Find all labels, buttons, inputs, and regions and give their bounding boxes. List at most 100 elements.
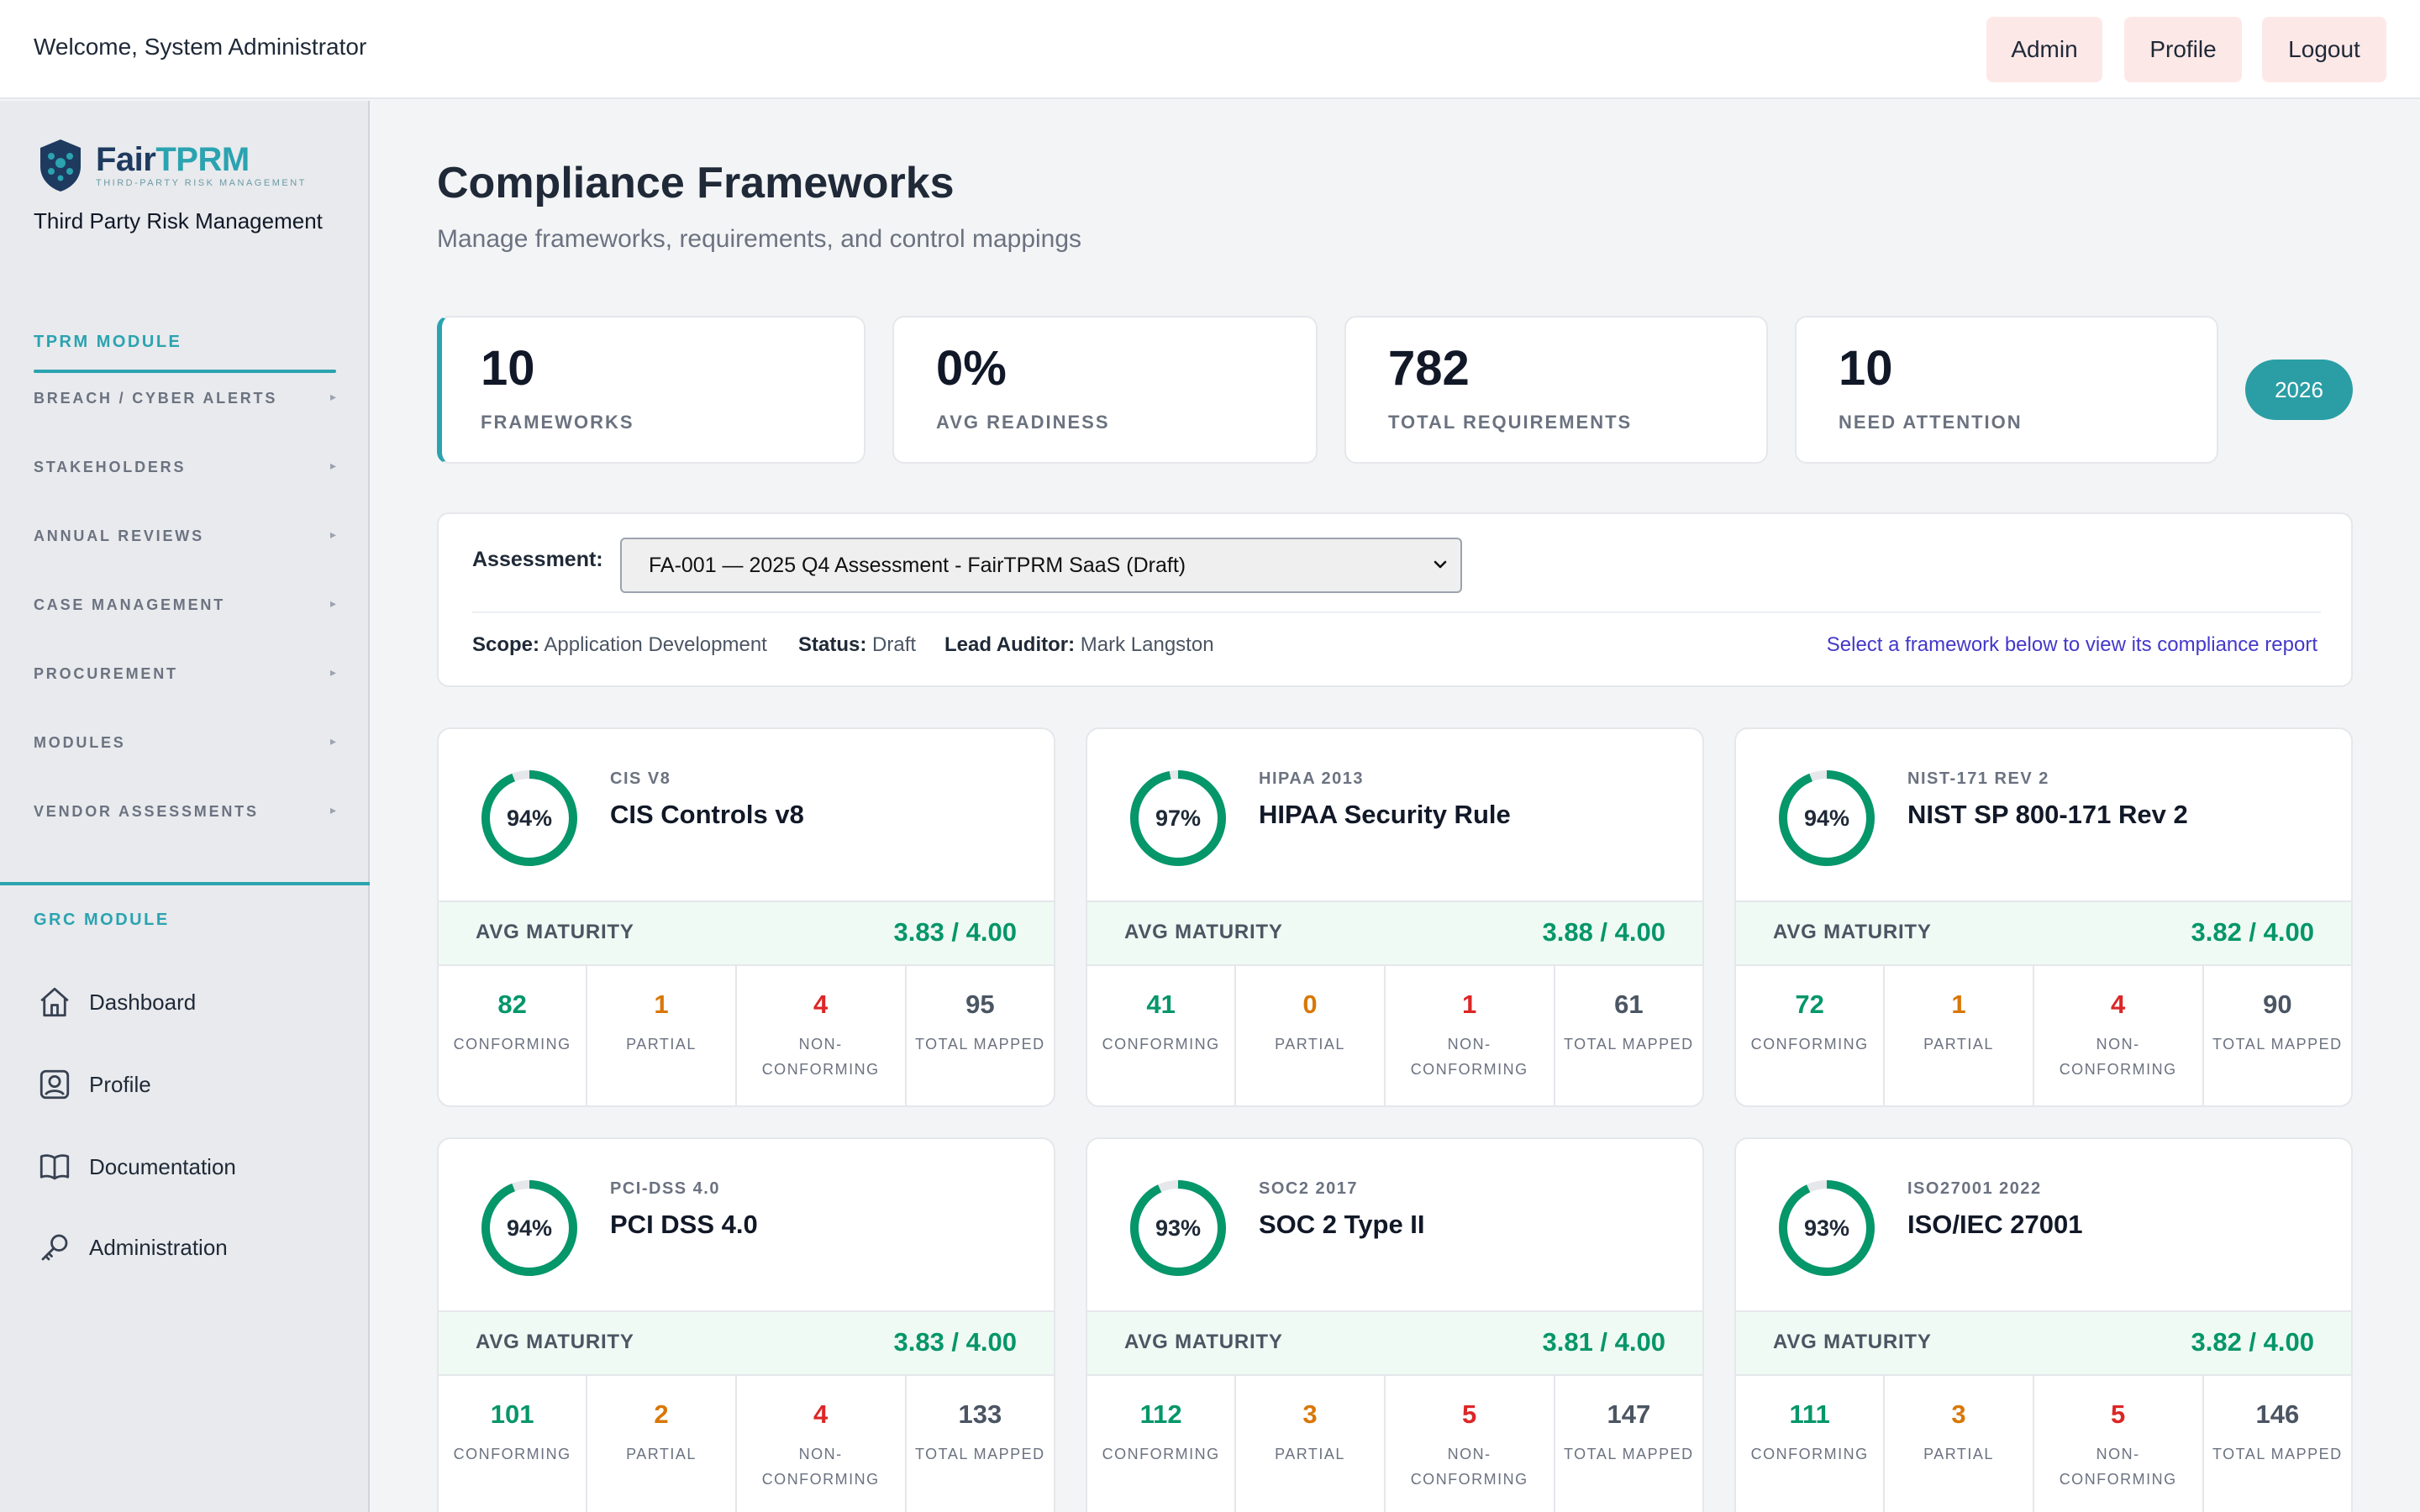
assessment-lead-auditor: Lead Auditor: Mark Langston [944, 633, 1214, 656]
stat-total-mapped: 133 TOTAL MAPPED [907, 1376, 1054, 1512]
total-mapped-count: 90 [2263, 990, 2292, 1019]
assessment-select[interactable]: FA-001 — 2025 Q4 Assessment - FairTPRM S… [620, 538, 1462, 593]
admin-button[interactable]: Admin [1986, 17, 2102, 82]
partial-count: 3 [1302, 1399, 1318, 1429]
key-icon [41, 1234, 68, 1261]
avg-maturity-row: AVG MATURITY 3.88 / 4.00 [1087, 900, 1702, 966]
partial-label: PARTIAL [1923, 1446, 1994, 1462]
stat-non-conforming: 5 NON-CONFORMING [2034, 1376, 2204, 1512]
framework-card-nist-800-171[interactable]: 94% NIST-171 REV 2 NIST SP 800-171 Rev 2… [1734, 727, 2353, 1107]
readiness-percent: 94% [506, 805, 553, 831]
readiness-ring [1779, 770, 1875, 866]
framework-card-cis-controls-v8[interactable]: 94% CIS V8 CIS Controls v8 AVG MATURITY … [437, 727, 1055, 1107]
stat-value: 782 [1388, 341, 1470, 396]
logout-button[interactable]: Logout [2262, 17, 2386, 82]
nav-procurement[interactable]: PROCUREMENT ▸ [34, 665, 336, 682]
stat-total-mapped: 90 TOTAL MAPPED [2204, 966, 2351, 1105]
profile-button[interactable]: Profile [2124, 17, 2242, 82]
sidebar: FairTPRM THIRD-PARTY RISK MANAGEMENT Thi… [0, 101, 370, 1512]
logo[interactable]: FairTPRM THIRD-PARTY RISK MANAGEMENT [37, 138, 307, 193]
nav-vendor-assessments[interactable]: VENDOR ASSESSMENTS ▸ [34, 803, 336, 820]
stat-label: NEED ATTENTION [1839, 412, 2023, 433]
avg-maturity-label: AVG MATURITY [1124, 1331, 1283, 1353]
stat-card-avg-readiness[interactable]: 0% AVG READINESS [892, 316, 1318, 464]
conforming-label: CONFORMING [453, 1446, 571, 1462]
grc-module-heading: GRC MODULE [34, 911, 170, 929]
caret-right-icon: ▸ [329, 803, 336, 816]
assessment-divider [472, 612, 2321, 613]
partial-count: 1 [1951, 990, 1966, 1019]
framework-code: CIS V8 [610, 769, 671, 788]
nav-documentation[interactable]: Documentation [37, 1149, 236, 1184]
stat-card-frameworks[interactable]: 10 FRAMEWORKS [437, 316, 865, 464]
stat-non-conforming: 4 NON-CONFORMING [737, 966, 907, 1105]
framework-name: ISO/IEC 27001 [1907, 1210, 2083, 1239]
avg-maturity-row: AVG MATURITY 3.81 / 4.00 [1087, 1310, 1702, 1376]
logo-tagline: THIRD-PARTY RISK MANAGEMENT [96, 178, 307, 188]
non-conforming-label: NON-CONFORMING [761, 1036, 880, 1078]
avg-maturity-row: AVG MATURITY 3.82 / 4.00 [1736, 1310, 2351, 1376]
stat-label: AVG READINESS [936, 412, 1110, 433]
stat-partial: 3 PARTIAL [1885, 1376, 2034, 1512]
page-title: Compliance Frameworks [437, 159, 955, 207]
non-conforming-label: NON-CONFORMING [2059, 1446, 2177, 1488]
stat-conforming: 112 CONFORMING [1087, 1376, 1237, 1512]
avg-maturity-value: 3.83 / 4.00 [893, 1327, 1017, 1357]
framework-card-iso-27001[interactable]: 93% ISO27001 2022 ISO/IEC 27001 AVG MATU… [1734, 1137, 2353, 1512]
shield-logo-icon [40, 139, 81, 192]
conforming-count: 82 [497, 990, 527, 1019]
framework-code: HIPAA 2013 [1259, 769, 1365, 788]
readiness-ring [481, 770, 577, 866]
readiness-percent: 94% [506, 1215, 553, 1241]
top-bar: Welcome, System Administrator Admin Prof… [0, 0, 2420, 99]
nav-administration[interactable]: Administration [37, 1230, 228, 1265]
nav-annual-reviews[interactable]: ANNUAL REVIEWS ▸ [34, 528, 336, 544]
framework-name: HIPAA Security Rule [1259, 800, 1511, 829]
page-subtitle: Manage frameworks, requirements, and con… [437, 225, 1082, 253]
grc-module-divider [0, 882, 370, 885]
stat-label: FRAMEWORKS [481, 412, 634, 433]
conforming-label: CONFORMING [1102, 1036, 1220, 1053]
nav-stakeholders[interactable]: STAKEHOLDERS ▸ [34, 459, 336, 475]
sidebar-subtitle: Third Party Risk Management [34, 208, 323, 234]
nav-modules[interactable]: MODULES ▸ [34, 734, 336, 751]
avg-maturity-value: 3.83 / 4.00 [893, 917, 1017, 947]
non-conforming-label: NON-CONFORMING [2059, 1036, 2177, 1078]
nav-dashboard[interactable]: Dashboard [37, 984, 196, 1020]
partial-label: PARTIAL [1275, 1036, 1345, 1053]
readiness-ring [1130, 770, 1226, 866]
assessment-selected-value: FA-001 — 2025 Q4 Assessment - FairTPRM S… [649, 553, 1186, 577]
book-icon [39, 1154, 70, 1180]
stat-conforming: 101 CONFORMING [439, 1376, 588, 1512]
chevron-down-icon [1434, 560, 1447, 569]
user-icon [39, 1069, 70, 1100]
nav-case-management[interactable]: CASE MANAGEMENT ▸ [34, 596, 336, 613]
total-mapped-count: 146 [2255, 1399, 2300, 1429]
framework-card-hipaa-security-rule[interactable]: 97% HIPAA 2013 HIPAA Security Rule AVG M… [1086, 727, 1704, 1107]
framework-card-soc2-type-ii[interactable]: 93% SOC2 2017 SOC 2 Type II AVG MATURITY… [1086, 1137, 1704, 1512]
total-mapped-label: TOTAL MAPPED [2212, 1036, 2343, 1053]
stat-conforming: 82 CONFORMING [439, 966, 588, 1105]
stat-total-mapped: 61 TOTAL MAPPED [1555, 966, 1702, 1105]
stat-partial: 1 PARTIAL [1885, 966, 2034, 1105]
nav-profile[interactable]: Profile [37, 1067, 151, 1102]
year-selector-button[interactable]: 2026 [2245, 360, 2353, 420]
conforming-label: CONFORMING [1102, 1446, 1220, 1462]
framework-card-pci-dss-4[interactable]: 94% PCI-DSS 4.0 PCI DSS 4.0 AVG MATURITY… [437, 1137, 1055, 1512]
avg-maturity-label: AVG MATURITY [1773, 1331, 1932, 1353]
stat-label: TOTAL REQUIREMENTS [1388, 412, 1633, 433]
framework-name: CIS Controls v8 [610, 800, 804, 829]
conforming-label: CONFORMING [1750, 1036, 1869, 1053]
readiness-ring [1130, 1180, 1226, 1276]
caret-right-icon: ▸ [329, 528, 336, 541]
total-mapped-label: TOTAL MAPPED [1563, 1036, 1694, 1053]
nav-breach-cyber-alerts[interactable]: BREACH / CYBER ALERTS ▸ [34, 390, 336, 407]
framework-name: SOC 2 Type II [1259, 1210, 1425, 1239]
assessment-scope: Scope: Application Development [472, 633, 767, 656]
stat-card-need-attention[interactable]: 10 NEED ATTENTION [1795, 316, 2218, 464]
avg-maturity-label: AVG MATURITY [476, 921, 634, 943]
stat-card-total-requirements[interactable]: 782 TOTAL REQUIREMENTS [1344, 316, 1768, 464]
stat-non-conforming: 4 NON-CONFORMING [737, 1376, 907, 1512]
framework-stats: 72 CONFORMING 1 PARTIAL 4 NON-CONFORMING… [1736, 966, 2351, 1105]
framework-name: NIST SP 800-171 Rev 2 [1907, 800, 2188, 829]
